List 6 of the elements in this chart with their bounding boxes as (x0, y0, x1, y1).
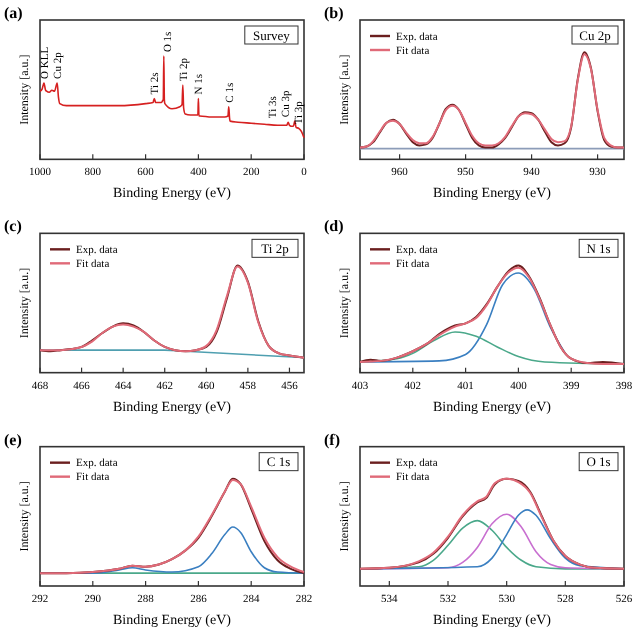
chart-title: (f) (324, 430, 341, 449)
chart-title: (e) (4, 430, 23, 449)
chart-title: (b) (324, 4, 345, 22)
chart-title: (c) (4, 217, 23, 236)
chart-title: (d) (324, 217, 345, 236)
chart-title: (a) (4, 4, 24, 22)
